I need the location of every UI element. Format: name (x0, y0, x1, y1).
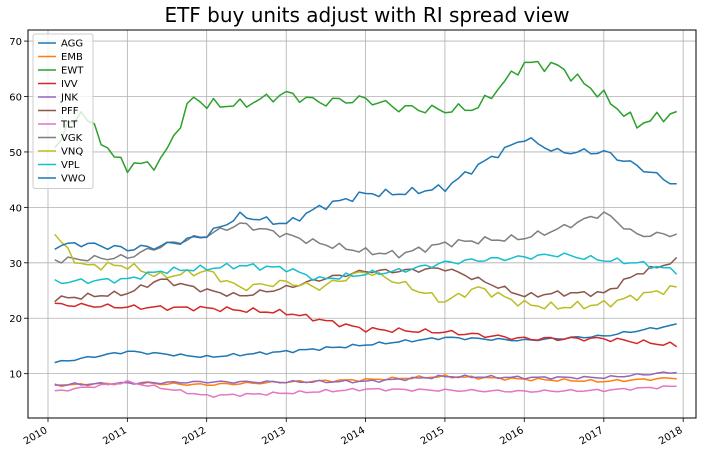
legend-label: PFF (61, 106, 79, 117)
plot-frame (27, 29, 697, 419)
x-tick-label: 2016 (498, 425, 526, 447)
series-line-jnk (54, 371, 677, 386)
legend-label: VPL (61, 160, 80, 171)
x-tick-label: 2013 (260, 425, 288, 447)
series-line-ivv (54, 302, 678, 348)
legend-box (32, 33, 94, 189)
grid-layer (28, 30, 696, 418)
legend-label: VWO (61, 174, 86, 185)
legend-label: TLT (60, 120, 78, 131)
y-tick-label: 70 (9, 37, 22, 48)
series-line-vwo (54, 137, 677, 252)
x-tick-label: 2010 (22, 425, 50, 447)
series-line-vpl (54, 252, 678, 285)
chart-legend: AGG EMB EWT IVV JNK PFF TLT VGK VNQ VPL VWO (32, 33, 94, 189)
series-line-pff (54, 256, 678, 303)
x-tick-label: 2014 (340, 425, 368, 447)
x-tick-label: 2012 (181, 425, 209, 447)
legend-label: EWT (61, 66, 84, 77)
series-line-ewt (54, 60, 677, 174)
legend-label: IVV (61, 79, 78, 90)
x-tick-label: 2018 (657, 425, 685, 447)
series-line-vgk (54, 211, 677, 264)
axis-layer: 10 20 30 40 50 60 70 2010 2011 2012 2013 2014 2015 20… (9, 37, 684, 447)
legend-label: JNK (60, 93, 78, 104)
legend-label: VGK (61, 133, 83, 144)
y-tick-label: 30 (9, 259, 22, 270)
legend-label: VNQ (61, 147, 83, 158)
series-line-vnq (54, 233, 677, 310)
series-line-tlt (54, 379, 677, 398)
x-tick-label: 2011 (101, 425, 129, 447)
chart-title: ETF buy units adjust with RI spread view (164, 3, 569, 27)
series-line-emb (54, 374, 677, 388)
legend-label: EMB (61, 52, 83, 63)
legend-label: AGG (61, 39, 83, 50)
y-tick-label: 10 (9, 370, 22, 381)
y-tick-label: 20 (9, 314, 22, 325)
x-tick-label: 2015 (419, 425, 447, 447)
y-tick-label: 40 (9, 203, 22, 214)
series-layer (54, 60, 678, 398)
y-tick-label: 50 (9, 148, 22, 159)
x-tick-label: 2017 (578, 425, 606, 447)
y-tick-label: 60 (9, 93, 22, 104)
